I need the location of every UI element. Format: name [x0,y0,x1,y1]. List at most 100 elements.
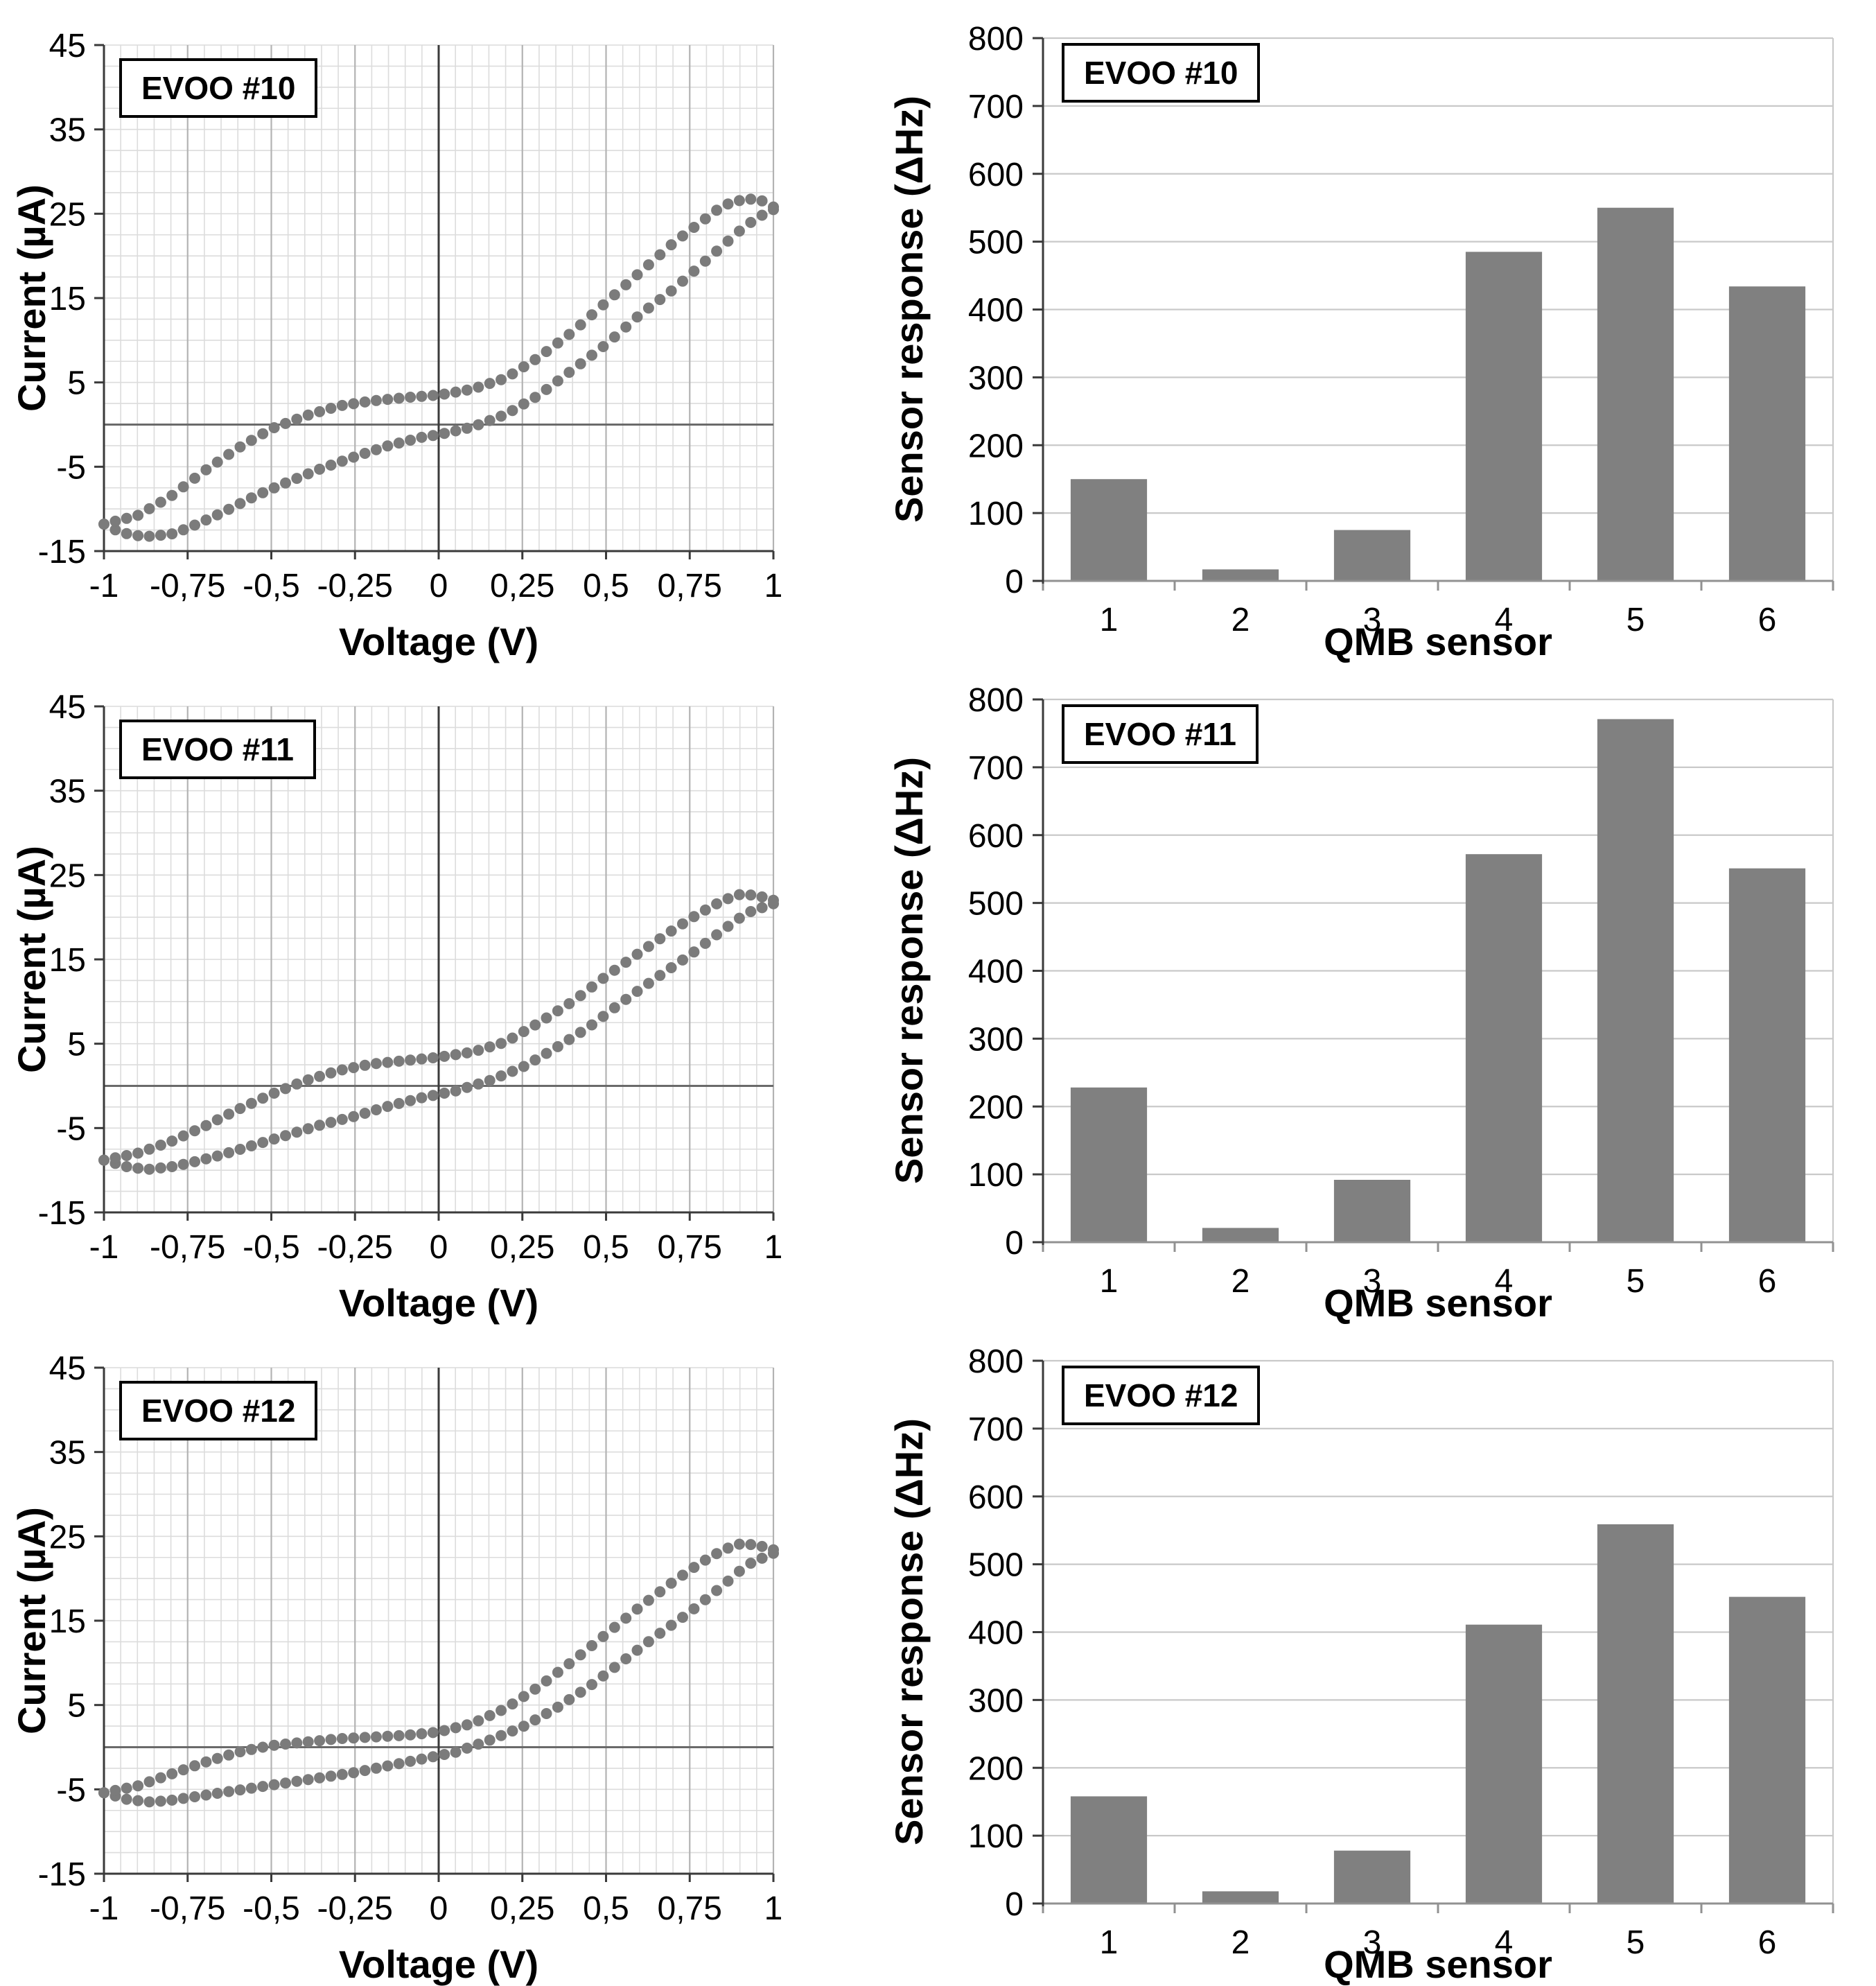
svg-text:-1: -1 [89,568,119,604]
svg-text:300: 300 [968,1682,1024,1719]
svg-text:-1: -1 [89,1890,119,1927]
svg-text:15: 15 [49,1603,86,1640]
svg-text:100: 100 [968,496,1024,532]
svg-text:500: 500 [968,886,1024,923]
svg-text:200: 200 [968,428,1024,464]
y-axis-label: Sensor response (ΔHz) [887,1418,931,1845]
svg-text:5: 5 [67,1027,86,1063]
panel-title: EVOO #12 [119,1381,318,1440]
svg-text:25: 25 [49,196,86,233]
svg-text:-0,25: -0,25 [317,568,393,604]
svg-text:0,5: 0,5 [583,1229,629,1266]
svg-text:25: 25 [49,857,86,894]
svg-text:15: 15 [49,281,86,317]
svg-text:45: 45 [49,28,86,64]
svg-text:800: 800 [968,682,1024,719]
svg-text:6: 6 [1758,602,1777,638]
svg-text:600: 600 [968,818,1024,855]
svg-text:0,75: 0,75 [658,1229,722,1266]
svg-text:-0,5: -0,5 [243,568,300,604]
svg-text:15: 15 [49,942,86,979]
svg-text:600: 600 [968,157,1024,193]
svg-text:0,5: 0,5 [583,1890,629,1927]
svg-text:-0,25: -0,25 [317,1229,393,1266]
svg-text:2: 2 [1231,1924,1250,1961]
svg-text:400: 400 [968,1615,1024,1652]
svg-text:0,25: 0,25 [490,1229,554,1266]
svg-text:-5: -5 [56,449,86,486]
svg-text:100: 100 [968,1157,1024,1194]
panel-title: EVOO #10 [1062,43,1261,103]
svg-text:4: 4 [1495,1924,1514,1961]
x-axis-label: Voltage (V) [338,620,539,663]
bar-plot-area: 0 100 200 300 400 500 600 700 800 1 2 3 4 5 6 [839,661,1876,1323]
svg-text:25: 25 [49,1519,86,1556]
cv-chart-evoo-12: 45 35 25 15 5 -5 -15 -1 -0,75 -0,5 -0,25 0 0,25 0,5 0,… [0,1323,839,1984]
svg-text:-5: -5 [56,1772,86,1809]
svg-text:0,75: 0,75 [658,568,722,604]
svg-text:3: 3 [1363,602,1382,638]
svg-text:-0,75: -0,75 [150,1890,225,1927]
svg-text:200: 200 [968,1089,1024,1126]
svg-text:0: 0 [1005,1886,1024,1923]
svg-text:0,25: 0,25 [490,568,554,604]
bar-chart-evoo-10: 0 100 200 300 400 500 600 700 800 1 2 3 4 5 6 Sensor r… [839,0,1876,661]
svg-text:6: 6 [1758,1263,1777,1300]
svg-text:2: 2 [1231,1263,1250,1300]
svg-text:500: 500 [968,1547,1024,1584]
y-axis-label: Current (µA) [10,184,53,412]
svg-text:5: 5 [1627,1263,1645,1300]
svg-text:-15: -15 [38,1856,86,1893]
svg-text:700: 700 [968,1411,1024,1448]
svg-text:100: 100 [968,1818,1024,1855]
svg-text:500: 500 [968,225,1024,261]
svg-text:700: 700 [968,89,1024,125]
x-axis-label: Voltage (V) [338,1942,539,1986]
x-axis-label: QMB sensor [1324,1281,1552,1325]
svg-text:-15: -15 [38,534,86,570]
y-axis-label: Current (µA) [10,846,53,1073]
svg-text:35: 35 [49,774,86,810]
svg-text:1: 1 [1100,602,1119,638]
svg-text:0: 0 [1005,1225,1024,1262]
svg-text:4: 4 [1495,602,1514,638]
svg-text:1: 1 [1100,1263,1119,1300]
svg-text:-0,5: -0,5 [243,1890,300,1927]
svg-text:0: 0 [430,568,448,604]
svg-text:45: 45 [49,689,86,726]
svg-text:5: 5 [1627,602,1645,638]
svg-text:35: 35 [49,1435,86,1472]
svg-text:700: 700 [968,750,1024,787]
svg-text:800: 800 [968,1343,1024,1380]
x-axis-label: QMB sensor [1324,1942,1552,1986]
svg-text:1: 1 [764,1890,783,1927]
x-axis-label: QMB sensor [1324,620,1552,663]
svg-text:1: 1 [764,568,783,604]
panel-title: EVOO #11 [1062,704,1259,764]
y-axis-label: Current (µA) [10,1507,53,1734]
svg-text:3: 3 [1363,1924,1382,1961]
svg-text:-15: -15 [38,1195,86,1232]
svg-text:0: 0 [430,1890,448,1927]
panel-title: EVOO #10 [119,58,318,118]
svg-text:400: 400 [968,954,1024,991]
svg-text:0: 0 [1005,564,1024,600]
svg-text:3: 3 [1363,1263,1382,1300]
svg-text:0,25: 0,25 [490,1890,554,1927]
svg-text:6: 6 [1758,1924,1777,1961]
bar-plot-area: 0 100 200 300 400 500 600 700 800 1 2 3 4 5 6 [839,1323,1876,1984]
svg-text:200: 200 [968,1750,1024,1787]
svg-text:1: 1 [1100,1924,1119,1961]
svg-text:300: 300 [968,360,1024,397]
svg-text:4: 4 [1495,1263,1514,1300]
svg-text:5: 5 [67,1688,86,1725]
x-axis-label: Voltage (V) [338,1281,539,1325]
svg-text:5: 5 [67,365,86,402]
bar-plot-area: 0 100 200 300 400 500 600 700 800 1 2 3 4 5 6 [839,0,1876,661]
svg-text:45: 45 [49,1350,86,1387]
svg-text:600: 600 [968,1479,1024,1516]
svg-text:-0,5: -0,5 [243,1229,300,1266]
svg-text:1: 1 [764,1229,783,1266]
cv-chart-evoo-10: 45 35 25 15 5 -5 -15 -1 -0,75 -0,5 -0,25 0 0,25 0,5 0,… [0,0,839,661]
